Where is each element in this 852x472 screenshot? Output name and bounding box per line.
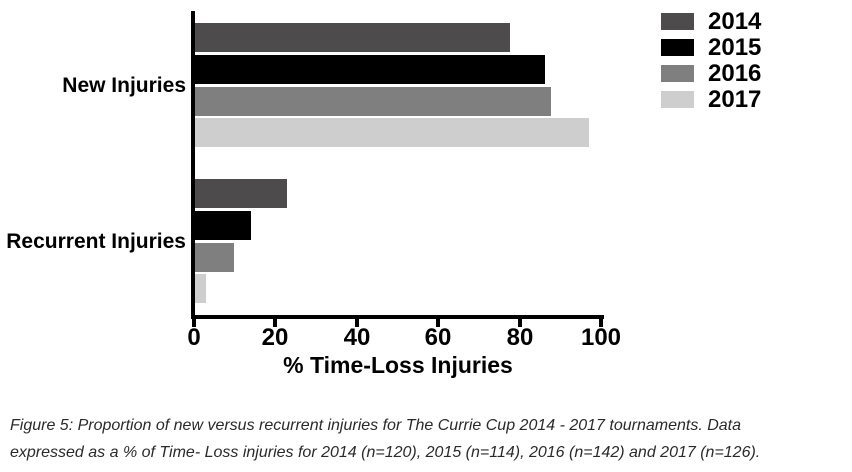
legend-label-2017: 2017 [708,86,762,113]
legend-item-2014: 2014 [661,8,762,35]
legend: 2014 2015 2016 2017 [661,8,762,117]
x-tick-40 [355,319,359,327]
category-label-new-injuries: New Injuries [62,74,186,97]
bar-recurrent-injuries-2017 [195,274,206,303]
legend-swatch-2017 [661,91,694,108]
x-axis-title: % Time-Loss Injuries [283,352,513,378]
bar-new-injuries-2015 [195,55,545,84]
legend-swatch-2015 [661,39,694,56]
legend-label-2015: 2015 [708,34,762,61]
bar-recurrent-injuries-2014 [195,179,287,208]
x-tick-label-20: 20 [261,324,289,351]
legend-label-2014: 2014 [708,8,762,35]
x-tick-label-60: 60 [424,324,452,351]
bar-new-injuries-2017 [195,118,589,147]
plot-area: % Time-Loss Injuries 2014 2015 2016 2017 Ne… [6,8,762,379]
legend-label-2016: 2016 [708,60,762,87]
legend-swatch-2016 [661,65,694,82]
legend-item-2017: 2017 [661,86,762,113]
bar-recurrent-injuries-2016 [195,243,234,272]
x-tick-80 [518,319,522,327]
x-tick-label-0: 0 [187,324,201,351]
caption-line-2: expressed as a % of Time- Loss injuries … [10,444,761,461]
bar-recurrent-injuries-2015 [195,211,251,240]
figure-caption: Figure 5: Proportion of new versus recur… [10,412,848,466]
x-tick-0 [192,319,196,327]
x-tick-100 [599,319,603,327]
bar-new-injuries-2016 [195,87,551,116]
x-axis-line [191,315,604,319]
x-tick-label-100: 100 [580,324,622,351]
legend-item-2016: 2016 [661,60,762,87]
x-tick-label-80: 80 [506,324,534,351]
legend-item-2015: 2015 [661,34,762,61]
category-label-recurrent-injuries: Recurrent Injuries [6,230,186,253]
legend-swatch-2014 [661,13,694,30]
x-tick-20 [273,319,277,327]
x-tick-60 [436,319,440,327]
y-axis-line [191,11,195,319]
caption-line-1: Figure 5: Proportion of new versus recur… [10,417,742,434]
x-tick-label-40: 40 [343,324,371,351]
bar-new-injuries-2014 [195,23,510,52]
